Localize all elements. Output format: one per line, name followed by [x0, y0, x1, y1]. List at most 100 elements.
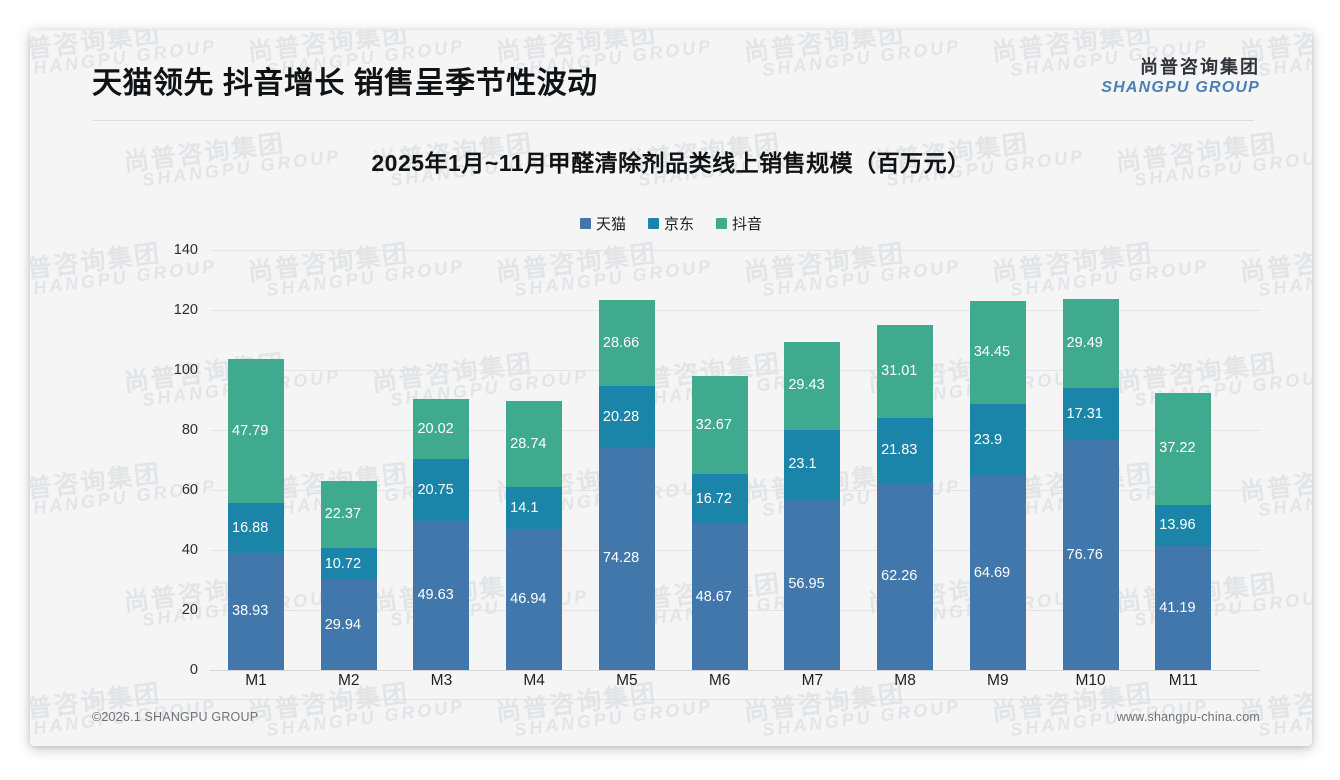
legend-label: 京东 — [663, 216, 694, 233]
legend-label: 天猫 — [595, 216, 626, 233]
bar-segment-京东[interactable]: 10.72 — [320, 548, 377, 581]
bar-group-M4[interactable]: 46.94 14.1 28.74 — [506, 400, 563, 670]
y-axis-tick-label: 100 — [173, 362, 198, 378]
bar-segment-京东[interactable]: 16.88 — [228, 502, 284, 554]
chart-title: 2025年1月~11月甲醛清除剂品类线上销售规模（百万元） — [371, 150, 971, 176]
gridline — [210, 310, 1260, 311]
bar-segment-京东[interactable]: 21.83 — [877, 417, 934, 484]
x-axis-tick-label: M4 — [523, 672, 545, 689]
bar-segment-京东[interactable]: 23.1 — [784, 429, 841, 500]
bar-group-M3[interactable]: 49.63 20.75 20.02 — [413, 398, 470, 670]
bar-segment-抖音[interactable]: 29.49 — [1062, 299, 1119, 388]
bar-value-label: 20.28 — [602, 408, 640, 425]
y-axis-tick-label: 20 — [181, 602, 198, 618]
bar-value-label: 34.45 — [973, 344, 1011, 361]
bar-segment-天猫[interactable]: 76.76 — [1062, 439, 1119, 670]
bar-value-label: 22.37 — [324, 506, 362, 523]
bar-group-M2[interactable]: 29.94 10.72 22.37 — [320, 480, 377, 670]
gridline — [210, 670, 1260, 671]
bar-group-M11[interactable]: 41.19 13.96 37.22 — [1155, 392, 1212, 670]
bar-segment-抖音[interactable]: 37.22 — [1155, 392, 1212, 505]
bar-value-label: 32.67 — [695, 416, 732, 433]
bar-segment-抖音[interactable]: 29.43 — [784, 341, 841, 430]
bar-value-label: 56.95 — [788, 576, 825, 593]
y-axis-tick-label: 80 — [181, 422, 198, 438]
bar-value-label: 29.49 — [1066, 335, 1103, 352]
gridline — [210, 250, 1260, 251]
bar-group-M5[interactable]: 74.28 20.28 28.66 — [598, 300, 655, 670]
bar-value-label: 46.94 — [510, 591, 547, 608]
bar-group-M7[interactable]: 56.95 23.1 29.43 — [784, 341, 841, 670]
x-axis-tick-label: M2 — [337, 672, 360, 689]
x-axis-tick-label: M6 — [708, 672, 731, 689]
bar-value-label: 64.69 — [973, 564, 1011, 581]
bar-segment-天猫[interactable]: 48.67 — [691, 524, 748, 670]
y-axis-tick-label: 40 — [181, 542, 198, 558]
x-axis-tick-label: M10 — [1075, 672, 1106, 689]
x-axis-tick-label: M7 — [801, 672, 824, 689]
x-axis-tick-label: M1 — [245, 672, 267, 689]
slide-footer: ©2026.1 SHANGPU GROUP www.shangpu-china.… — [30, 708, 1312, 732]
bar-value-label: 29.94 — [324, 616, 362, 633]
bar-segment-天猫[interactable]: 56.95 — [784, 499, 841, 670]
bar-segment-京东[interactable]: 14.1 — [506, 486, 563, 530]
bar-segment-天猫[interactable]: 29.94 — [320, 580, 377, 670]
bar-segment-天猫[interactable]: 41.19 — [1155, 546, 1212, 670]
brand-logo: 尚普咨询集团 SHANGPU GROUP — [1101, 57, 1260, 96]
bar-value-label: 29.43 — [788, 377, 825, 394]
bar-segment-京东[interactable]: 16.72 — [691, 473, 748, 524]
x-axis-tick-label: M5 — [616, 672, 638, 689]
bar-group-M6[interactable]: 48.67 16.72 32.67 — [691, 375, 748, 670]
x-axis-tick-label: M3 — [430, 672, 453, 689]
bar-segment-天猫[interactable]: 38.93 — [228, 553, 284, 670]
bar-segment-抖音[interactable]: 34.45 — [969, 300, 1026, 405]
bar-value-label: 28.66 — [602, 335, 640, 352]
gridline — [210, 370, 1260, 371]
bar-value-label: 41.19 — [1159, 599, 1196, 616]
bar-group-M1[interactable]: 38.93 16.88 47.79 — [228, 359, 284, 670]
bar-value-label: 38.93 — [232, 603, 269, 620]
bar-segment-抖音[interactable]: 28.74 — [506, 400, 563, 487]
bar-value-label: 21.83 — [881, 442, 918, 459]
bar-group-M10[interactable]: 76.76 17.31 29.49 — [1062, 299, 1119, 670]
bar-segment-京东[interactable]: 13.96 — [1155, 504, 1212, 547]
bar-value-label: 20.02 — [417, 420, 454, 437]
bar-segment-天猫[interactable]: 49.63 — [413, 521, 470, 670]
bar-value-label: 23.9 — [973, 431, 1003, 448]
bar-value-label: 13.96 — [1159, 517, 1196, 534]
bar-segment-天猫[interactable]: 64.69 — [969, 475, 1026, 670]
bar-segment-抖音[interactable]: 31.01 — [877, 324, 934, 418]
bar-group-M9[interactable]: 64.69 23.9 34.45 — [969, 300, 1026, 670]
y-axis-tick-label: 0 — [189, 662, 198, 678]
chart-legend: 天猫 京东 抖音 — [30, 213, 1312, 234]
legend-item-抖音[interactable]: 抖音 — [716, 213, 762, 234]
legend-item-京东[interactable]: 京东 — [647, 213, 694, 234]
legend-swatch-icon — [716, 218, 727, 229]
y-axis-tick-label: 140 — [173, 242, 198, 258]
bar-segment-抖音[interactable]: 28.66 — [598, 300, 655, 387]
slide-card: 尚普咨询集团 SHANGPU GROUP 尚普咨询集团 SHANGPU GROUP 尚普… — [30, 30, 1312, 746]
chart-plot-area: 0 20 40 60 80 100 120 140 38.93 16.88 47.79 M1 29.9… — [170, 242, 1260, 689]
bar-segment-京东[interactable]: 20.75 — [413, 458, 470, 522]
y-axis-tick-label: 120 — [173, 302, 198, 318]
bar-segment-京东[interactable]: 20.28 — [598, 386, 655, 448]
legend-label: 抖音 — [732, 216, 763, 233]
legend-swatch-icon — [579, 218, 591, 229]
legend-item-天猫[interactable]: 天猫 — [579, 213, 626, 234]
bar-segment-天猫[interactable]: 74.28 — [598, 447, 655, 670]
bar-segment-京东[interactable]: 17.31 — [1062, 387, 1119, 440]
bar-segment-抖音[interactable]: 32.67 — [691, 375, 748, 474]
bar-group-M8[interactable]: 62.26 21.83 31.01 — [877, 324, 934, 670]
bar-segment-抖音[interactable]: 47.79 — [228, 359, 284, 503]
bar-value-label: 14.1 — [510, 499, 539, 516]
bar-segment-天猫[interactable]: 62.26 — [877, 483, 934, 670]
bar-segment-天猫[interactable]: 46.94 — [506, 529, 563, 670]
legend-swatch-icon — [647, 218, 659, 229]
bar-segment-京东[interactable]: 23.9 — [969, 404, 1026, 476]
bar-segment-抖音[interactable]: 22.37 — [320, 480, 377, 549]
bar-value-label: 28.74 — [510, 435, 547, 452]
bar-value-label: 74.28 — [602, 550, 640, 567]
bar-segment-抖音[interactable]: 20.02 — [413, 398, 470, 459]
x-axis-tick-label: M11 — [1168, 672, 1198, 689]
bar-value-label: 16.88 — [232, 519, 269, 536]
